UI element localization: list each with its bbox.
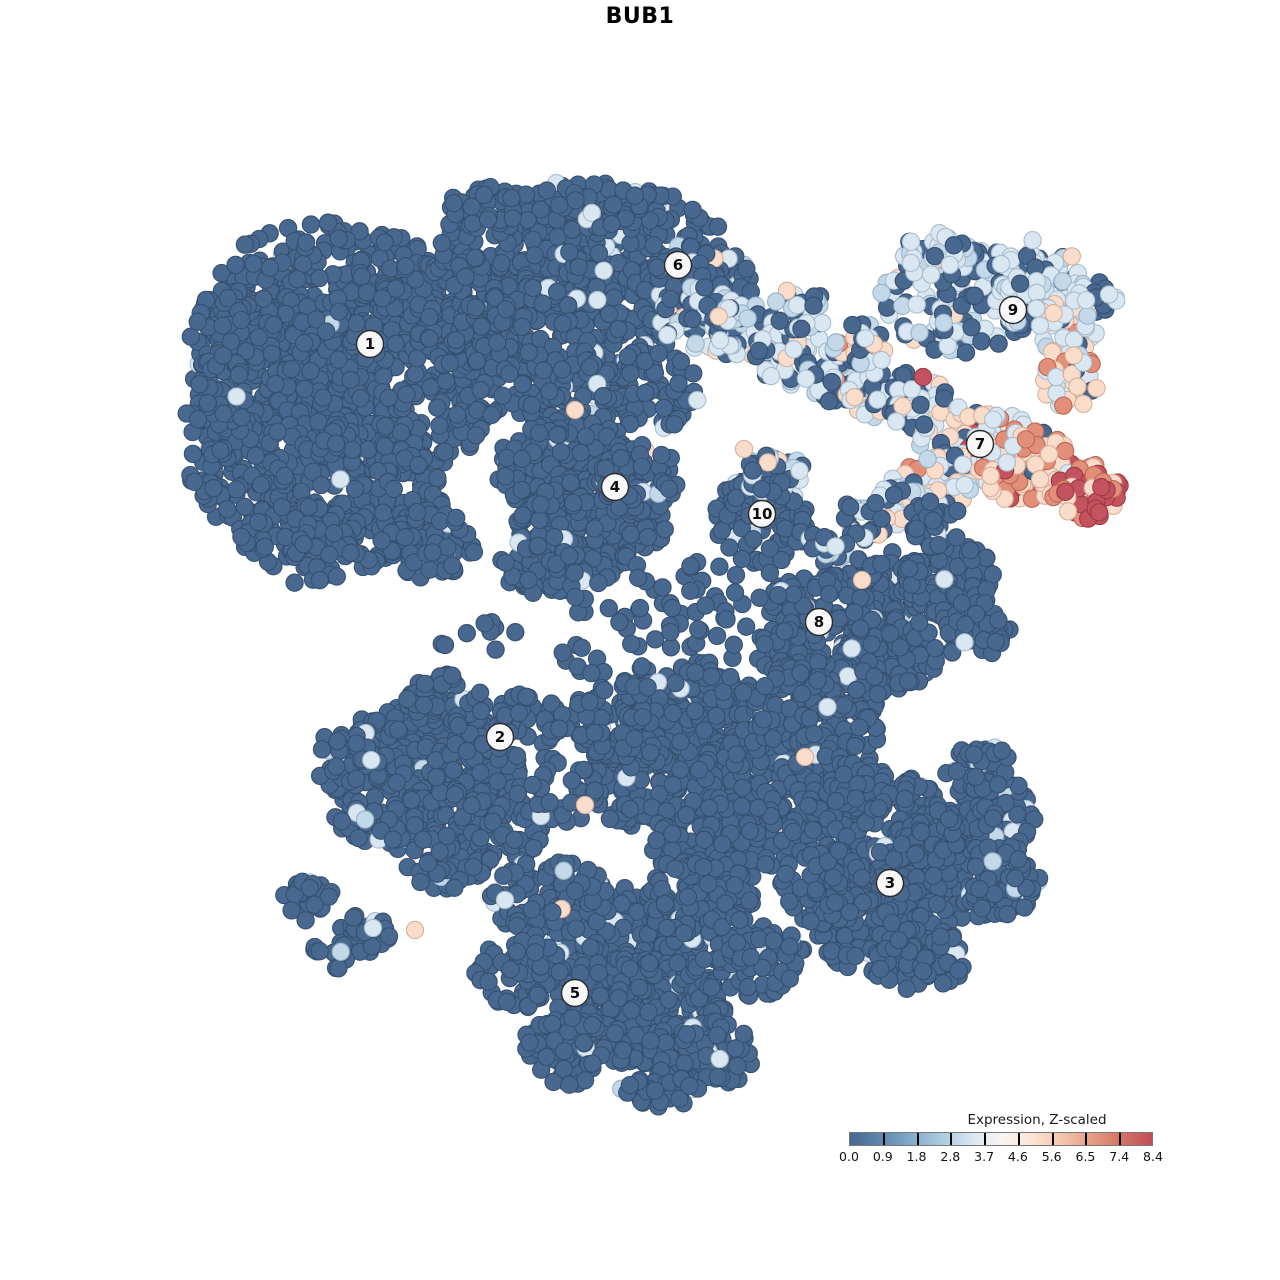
colorbar-tick-labels: 0.0 0.9 1.8 2.8 3.7 4.6 5.6 6.5 7.4 8.4 bbox=[839, 1149, 1163, 1165]
colorbar-tick bbox=[1085, 1133, 1088, 1145]
colorbar-title: Expression, Z-scaled bbox=[967, 1112, 1107, 1128]
colorbar-tick-label: 7.4 bbox=[1109, 1149, 1130, 1164]
colorbar-tick bbox=[882, 1133, 885, 1145]
cluster-label-2: 2 bbox=[485, 722, 515, 752]
colorbar-tick bbox=[950, 1133, 953, 1145]
colorbar-tick-label: 8.4 bbox=[1143, 1149, 1163, 1164]
page-title: BUB1 bbox=[605, 4, 675, 29]
cluster-label-3: 3 bbox=[875, 868, 905, 898]
colorbar-tick-label: 0.9 bbox=[872, 1149, 893, 1164]
colorbar-tick-label: 4.6 bbox=[1007, 1149, 1028, 1164]
cluster-label-9: 9 bbox=[998, 295, 1028, 325]
cluster-label-4: 4 bbox=[600, 472, 630, 502]
cluster-label-10: 10 bbox=[747, 499, 777, 529]
colorbar-tick-label: 0.0 bbox=[839, 1149, 859, 1164]
colorbar-gradient bbox=[849, 1132, 1153, 1146]
cluster-label-8: 8 bbox=[804, 607, 834, 637]
colorbar-tick bbox=[1017, 1133, 1020, 1145]
colorbar-tick bbox=[916, 1133, 919, 1145]
colorbar-tick-label: 3.7 bbox=[974, 1149, 995, 1164]
colorbar-tick-label: 6.5 bbox=[1075, 1149, 1096, 1164]
cluster-label-5: 5 bbox=[560, 978, 590, 1008]
cluster-label-7: 7 bbox=[965, 429, 995, 459]
colorbar-tick-label: 1.8 bbox=[906, 1149, 927, 1164]
colorbar-tick bbox=[1119, 1133, 1122, 1145]
colorbar-tick bbox=[984, 1133, 987, 1145]
cluster-label-1: 1 bbox=[355, 329, 385, 359]
colorbar-tick-label: 5.6 bbox=[1041, 1149, 1062, 1164]
colorbar-tick-label: 2.8 bbox=[940, 1149, 961, 1164]
colorbar-tick bbox=[1051, 1133, 1054, 1145]
cluster-label-6: 6 bbox=[663, 250, 693, 280]
